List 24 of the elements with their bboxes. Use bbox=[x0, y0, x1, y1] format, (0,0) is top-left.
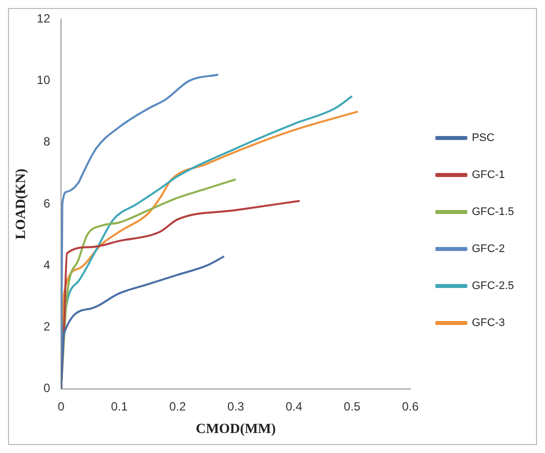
y-tick-label: 8 bbox=[43, 134, 50, 149]
legend-label: GFC-3 bbox=[472, 317, 505, 330]
y-tick-label: 2 bbox=[43, 320, 50, 334]
legend-label: GFC-2.5 bbox=[472, 280, 514, 292]
legend-label: PSC bbox=[472, 132, 494, 144]
y-axis-title: LOAD(KN) bbox=[14, 168, 30, 240]
x-tick-label: 0.6 bbox=[402, 399, 419, 414]
legend-label: GFC-1 bbox=[472, 169, 505, 182]
x-axis-title: CMOD(MM) bbox=[196, 422, 276, 438]
y-tick-label: 12 bbox=[36, 12, 50, 26]
y-tick-label: 10 bbox=[36, 73, 50, 88]
x-tick-label: 0.3 bbox=[227, 399, 244, 414]
x-tick-label: 0.4 bbox=[286, 399, 303, 414]
legend-label: GFC-1.5 bbox=[472, 206, 514, 218]
legend-label: GFC-2 bbox=[472, 243, 505, 256]
x-tick-label: 0.2 bbox=[169, 399, 186, 414]
x-tick-label: 0.1 bbox=[111, 399, 128, 414]
x-tick-label: 0.5 bbox=[344, 399, 361, 414]
y-tick-label: 4 bbox=[43, 258, 50, 272]
y-tick-label: 6 bbox=[43, 196, 50, 210]
y-tick-label: 0 bbox=[43, 381, 50, 396]
line-series bbox=[61, 178, 237, 389]
x-tick-label: 0 bbox=[58, 399, 65, 414]
line-series bbox=[61, 255, 226, 389]
